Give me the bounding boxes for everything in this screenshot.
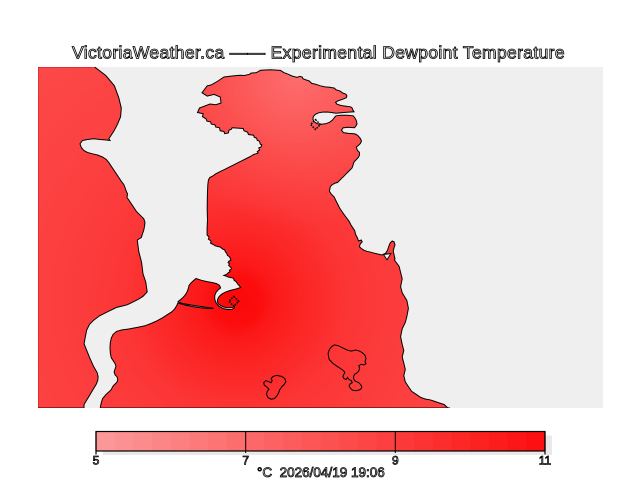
svg-text:7: 7 [242,454,249,468]
svg-text:VictoriaWeather.ca —— Experime: VictoriaWeather.ca —— Experimental Dewpo… [72,43,565,63]
svg-text:°C 2026/04/19 19:06: °C 2026/04/19 19:06 [257,465,385,480]
svg-text:9: 9 [392,454,399,468]
svg-text:11: 11 [539,454,552,468]
svg-text:5: 5 [93,454,100,468]
